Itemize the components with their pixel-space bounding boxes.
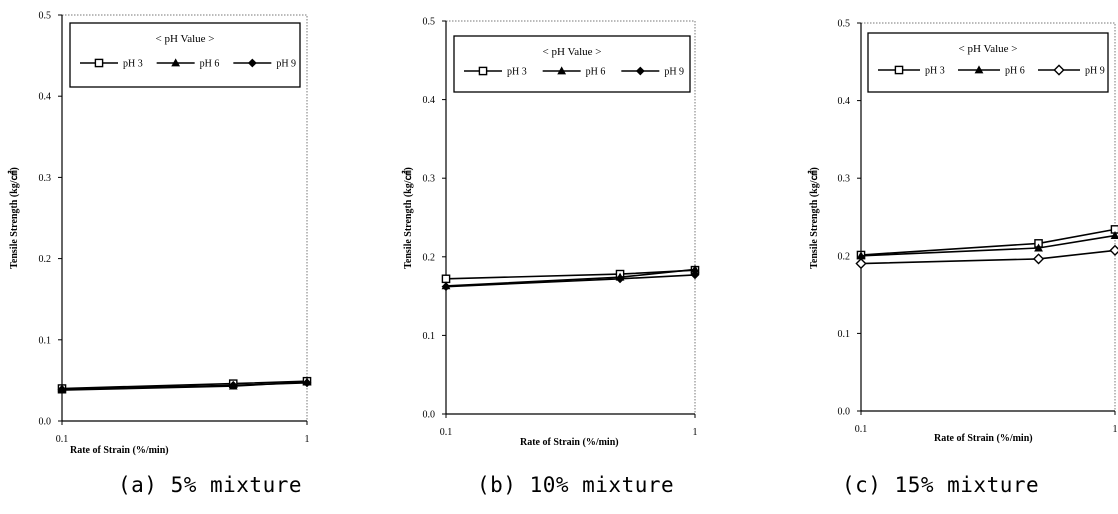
data-point <box>856 251 866 260</box>
y-tick-label: 0.0 <box>39 417 52 428</box>
y-axis-label: Tensile Strength (kg/㎠) <box>807 167 820 269</box>
caption-a: (a) 5% mixture <box>118 473 303 497</box>
y-tick-label: 0.1 <box>39 335 52 346</box>
legend-marker-0 <box>94 58 104 68</box>
legend-marker-2 <box>247 58 257 68</box>
legend-box <box>69 22 301 88</box>
caption-c: (c) 15% mixture <box>842 473 1040 497</box>
data-point <box>1110 231 1118 240</box>
legend-marker-0 <box>478 66 488 76</box>
chart-panel-1: 0.0 0.1 0.2 0.3 0.4 0.5 0.1 1 Rate of Strain (%/… <box>401 17 700 448</box>
y-tick-label: 0.1 <box>838 329 851 340</box>
y-tick-label: 0.1 <box>423 331 436 342</box>
x-tick-label: 1 <box>1113 424 1118 435</box>
x-axis-label: Rate of Strain (%/min) <box>70 445 169 456</box>
data-point <box>302 378 312 388</box>
legend-marker-2 <box>1053 64 1065 76</box>
series-line-2 <box>445 274 696 288</box>
legend-label-2: pH 9 <box>276 59 296 70</box>
y-tick-label: 0.5 <box>39 11 52 22</box>
y-tick-label: 0.2 <box>838 251 851 262</box>
data-point <box>615 274 625 284</box>
chart-panel-2: 0.0 0.1 0.2 0.3 0.4 0.5 0.1 1 Rate of Strain (%/… <box>807 19 1118 444</box>
legend-marker-1 <box>974 65 984 74</box>
legend-label-2: pH 9 <box>664 67 684 78</box>
y-tick-label: 0.3 <box>838 174 851 185</box>
legend-label-0: pH 3 <box>507 67 527 78</box>
data-point <box>690 270 700 280</box>
legend-label-0: pH 3 <box>925 66 945 77</box>
legend-marker-0 <box>894 65 904 75</box>
data-point <box>1034 243 1043 252</box>
y-tick-label: 0.2 <box>39 254 52 265</box>
legend-label-1: pH 6 <box>1005 66 1025 77</box>
x-tick-label: 0.1 <box>440 427 453 438</box>
legend-label-0: pH 3 <box>123 59 143 70</box>
x-tick-label: 1 <box>305 434 310 445</box>
x-tick-label: 1 <box>693 427 698 438</box>
data-point <box>1109 244 1118 256</box>
caption-b: (b) 10% mixture <box>477 473 675 497</box>
legend-label-1: pH 6 <box>586 67 606 78</box>
data-point <box>855 257 867 270</box>
data-point <box>228 380 238 390</box>
y-tick-label: 0.4 <box>423 95 436 106</box>
x-axis-label: Rate of Strain (%/min) <box>520 437 619 448</box>
data-point <box>1032 253 1045 265</box>
legend-box <box>453 35 691 93</box>
data-point <box>690 264 700 273</box>
legend-label-1: pH 6 <box>200 59 220 70</box>
y-tick-label: 0.3 <box>423 174 436 185</box>
y-tick-label: 0.3 <box>39 173 52 184</box>
y-tick-label: 0.4 <box>39 92 52 103</box>
legend-marker-1 <box>171 58 181 67</box>
legend-label-2: pH 9 <box>1085 66 1105 77</box>
legend-marker-2 <box>635 66 645 76</box>
y-tick-label: 0.2 <box>423 252 436 263</box>
y-axis-label: Tensile Strength (kg/㎠) <box>7 167 20 269</box>
series-line-2 <box>61 382 308 391</box>
x-tick-label: 0.1 <box>56 434 69 445</box>
x-tick-label: 0.1 <box>855 424 868 435</box>
y-tick-label: 0.0 <box>838 407 851 418</box>
legend-title: < pH Value > <box>959 43 1018 55</box>
data-point <box>57 384 67 394</box>
legend-box <box>867 32 1109 93</box>
figure-svg: 0.0 0.1 0.2 0.3 0.4 0.5 0.1 1 Rate of Strain (%/… <box>7 11 1118 456</box>
x-axis-label: Rate of Strain (%/min) <box>934 433 1033 444</box>
legend-marker-1 <box>557 66 567 75</box>
legend-title: < pH Value > <box>543 46 602 58</box>
y-tick-label: 0.5 <box>838 19 851 30</box>
y-tick-label: 0.0 <box>423 410 436 421</box>
data-point <box>441 282 451 292</box>
y-axis-label: Tensile Strength (kg/㎠) <box>401 167 414 269</box>
y-tick-label: 0.4 <box>838 96 851 107</box>
y-tick-label: 0.5 <box>423 17 436 28</box>
chart-panel-0: 0.0 0.1 0.2 0.3 0.4 0.5 0.1 1 Rate of Strain (%/… <box>7 11 312 456</box>
legend-title: < pH Value > <box>156 33 215 45</box>
